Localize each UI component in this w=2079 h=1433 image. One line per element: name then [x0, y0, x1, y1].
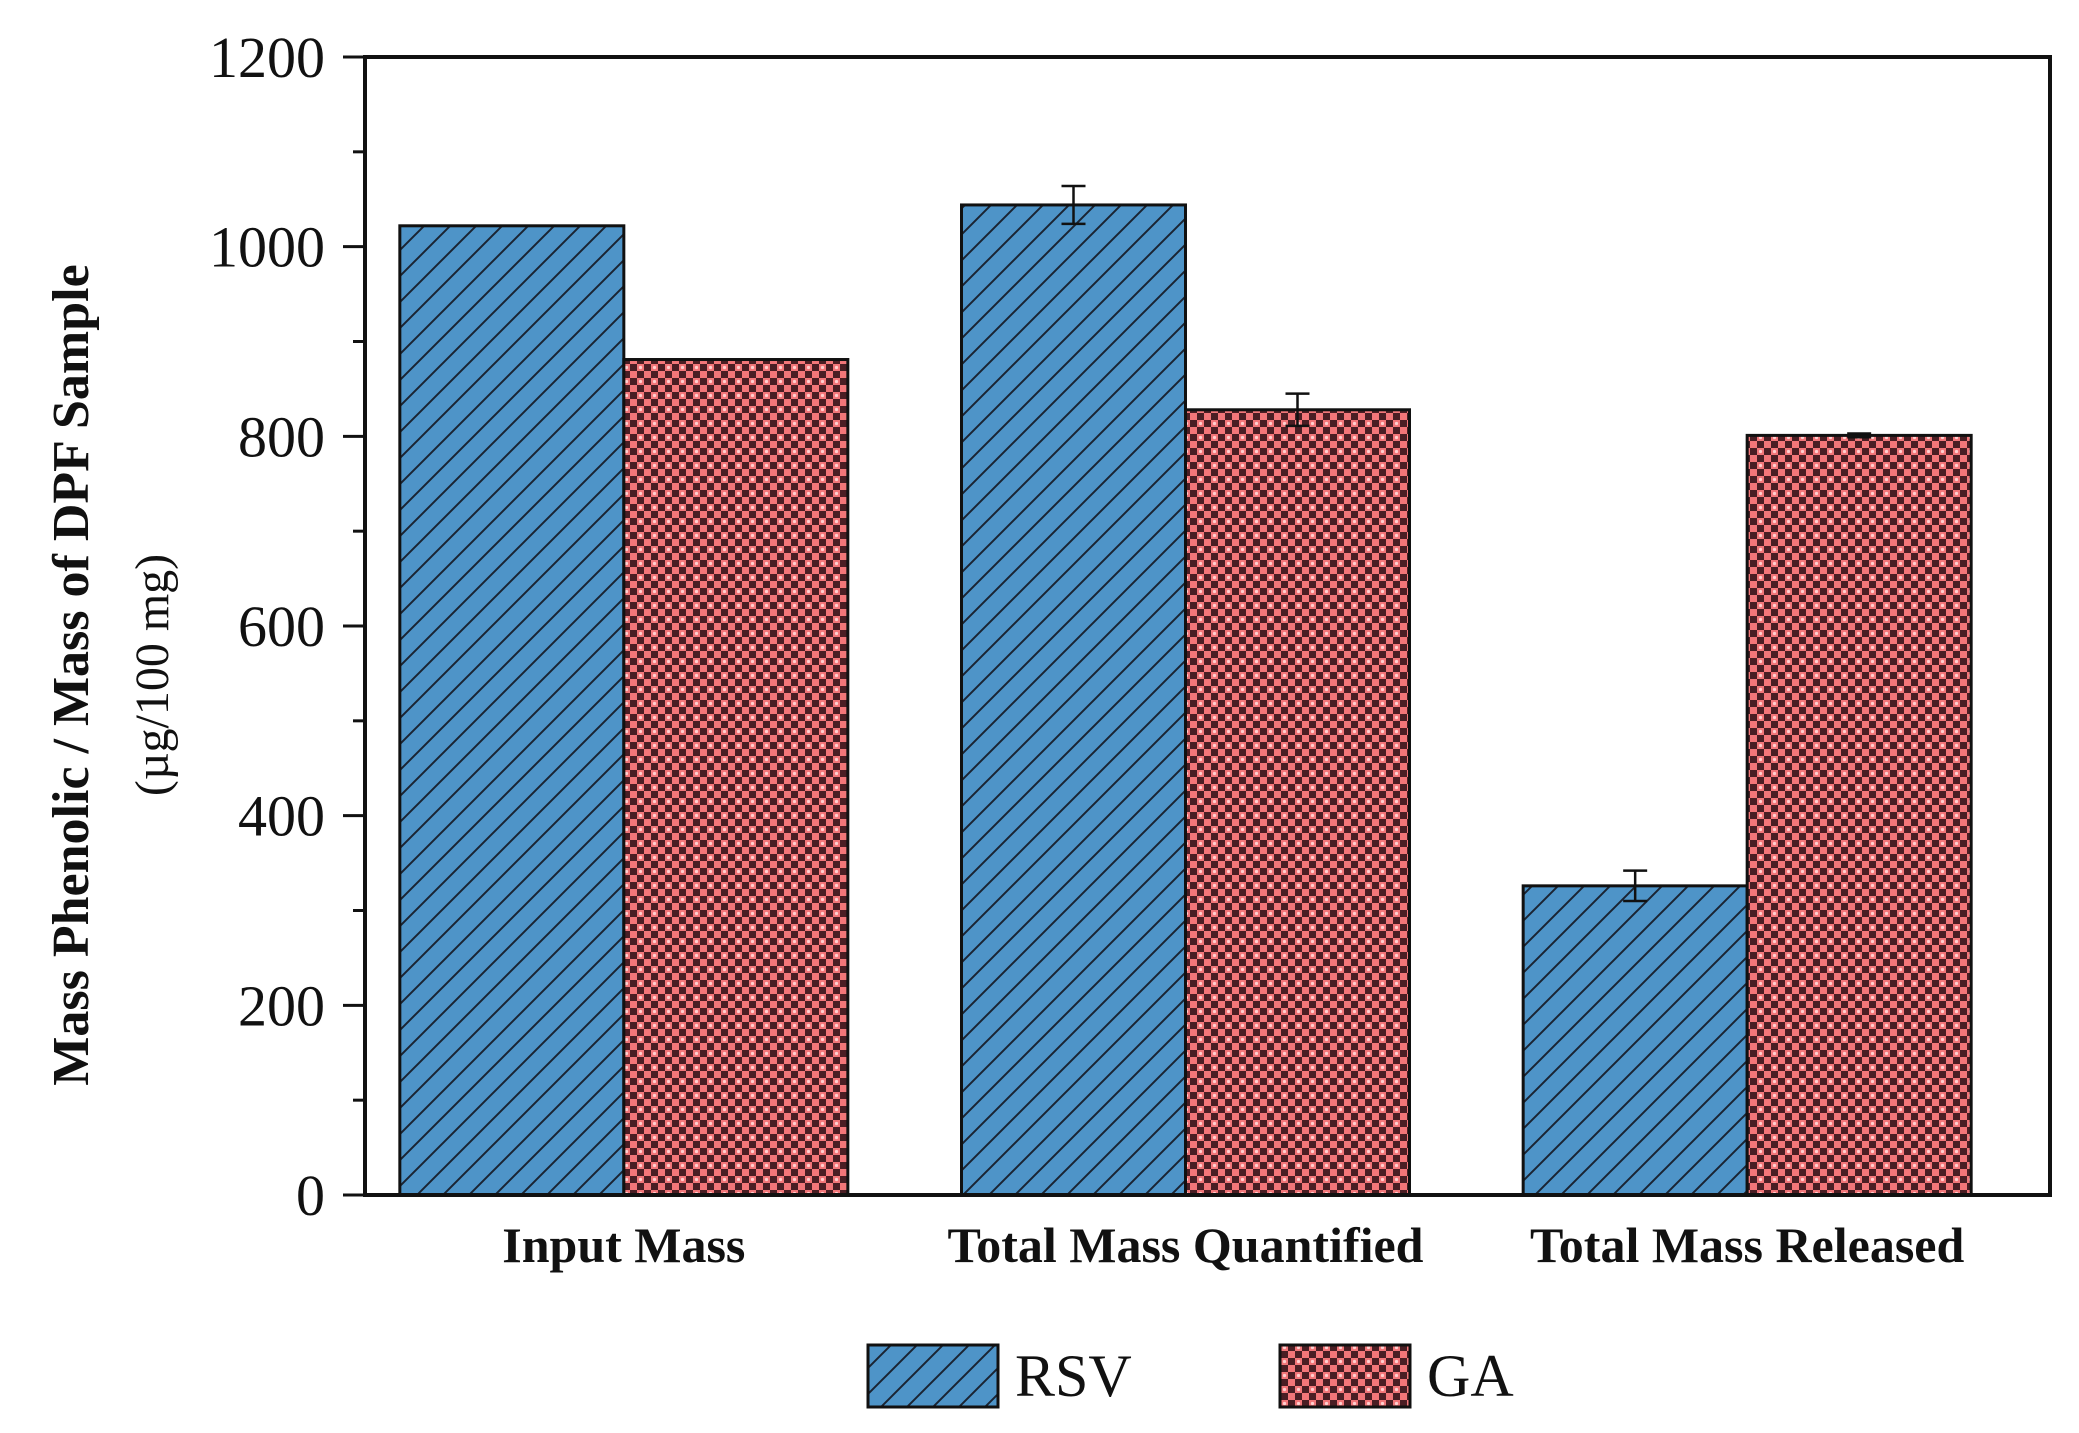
y-tick-label: 1200: [209, 25, 325, 90]
legend-label-rsv: RSV: [1015, 1343, 1132, 1409]
plot-frame: [363, 55, 2052, 1197]
y-axis-label: Mass Phenolic / Mass of DPF Sample: [43, 264, 100, 1085]
category-labels: Input Mass Total Mass Quantified Total Mas…: [502, 1217, 1964, 1273]
y-tick-label: 400: [238, 784, 325, 849]
bars-group: [398, 203, 1973, 1197]
y-axis-ticks: 0 200 400 600 800 1000 1200: [209, 25, 365, 1228]
bar-rsv: [960, 203, 1187, 1197]
y-axis-title: Mass Phenolic / Mass of DPF Sample (µg/1…: [43, 264, 179, 1085]
category-label: Total Mass Released: [1530, 1217, 1964, 1273]
bar-ga: [622, 358, 850, 1197]
legend-swatch-ga: [1278, 1343, 1412, 1409]
bar-rsv: [398, 224, 626, 1197]
bar-ga: [1184, 408, 1411, 1197]
y-tick-label: 1000: [209, 215, 325, 280]
y-tick-label: 200: [238, 973, 325, 1038]
error-bars-group: [1061, 184, 1872, 903]
legend-swatch-rsv: [866, 1343, 1000, 1409]
y-tick-label: 800: [238, 404, 325, 469]
category-label: Total Mass Quantified: [947, 1217, 1423, 1273]
legend-label-ga: GA: [1427, 1343, 1514, 1409]
bar-rsv: [1521, 884, 1749, 1197]
category-label: Input Mass: [502, 1217, 745, 1273]
y-tick-label: 600: [238, 594, 325, 659]
y-tick-label: 0: [296, 1163, 325, 1228]
y-axis-units: (µg/100 mg): [126, 554, 179, 796]
legend: RSV GA: [866, 1343, 1514, 1409]
bar-ga: [1745, 433, 1973, 1197]
